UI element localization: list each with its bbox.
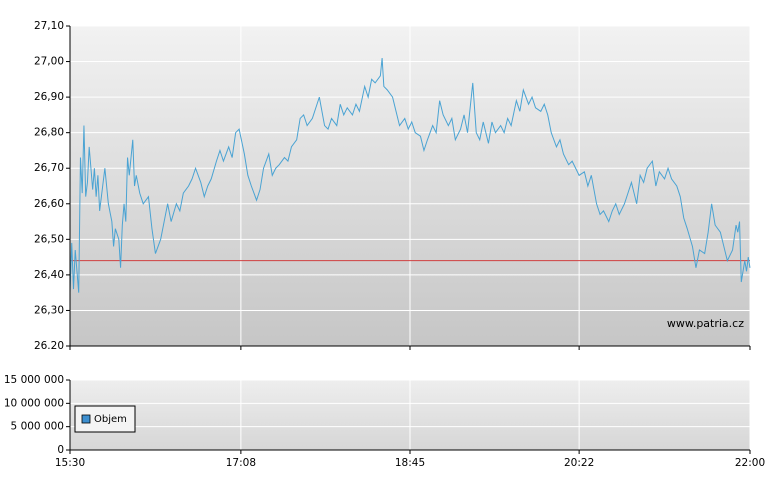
y-tick-label: 26,70	[34, 162, 64, 174]
y-tick-label: 10 000 000	[4, 397, 64, 409]
price-line	[69, 57, 751, 293]
y-tick-label: 26,40	[34, 269, 64, 281]
x-tick-label: 18:45	[395, 457, 425, 469]
watermark: www.patria.cz	[667, 317, 744, 330]
y-tick-label: 26,90	[34, 91, 64, 103]
x-tick-label: 17:08	[226, 457, 256, 469]
y-tick-label: 26,50	[34, 233, 64, 245]
y-tick-label: 5 000 000	[11, 421, 64, 433]
y-tick-label: 26,80	[34, 127, 64, 139]
x-tick-label: 22:00	[735, 457, 765, 469]
y-tick-label: 15 000 000	[4, 374, 64, 386]
y-tick-label: 26,60	[34, 198, 64, 210]
y-tick-label: 0	[57, 444, 64, 456]
x-tick-label: 15:30	[55, 457, 85, 469]
y-tick-label: 26,30	[34, 304, 64, 316]
y-tick-label: 27,00	[34, 56, 64, 68]
legend-swatch	[81, 414, 91, 424]
y-tick-label: 26.20	[34, 340, 64, 352]
legend-label: Objem	[94, 414, 127, 425]
x-tick-label: 20:22	[564, 457, 594, 469]
legend: Objem	[74, 405, 136, 433]
y-tick-label: 27,10	[34, 20, 64, 32]
